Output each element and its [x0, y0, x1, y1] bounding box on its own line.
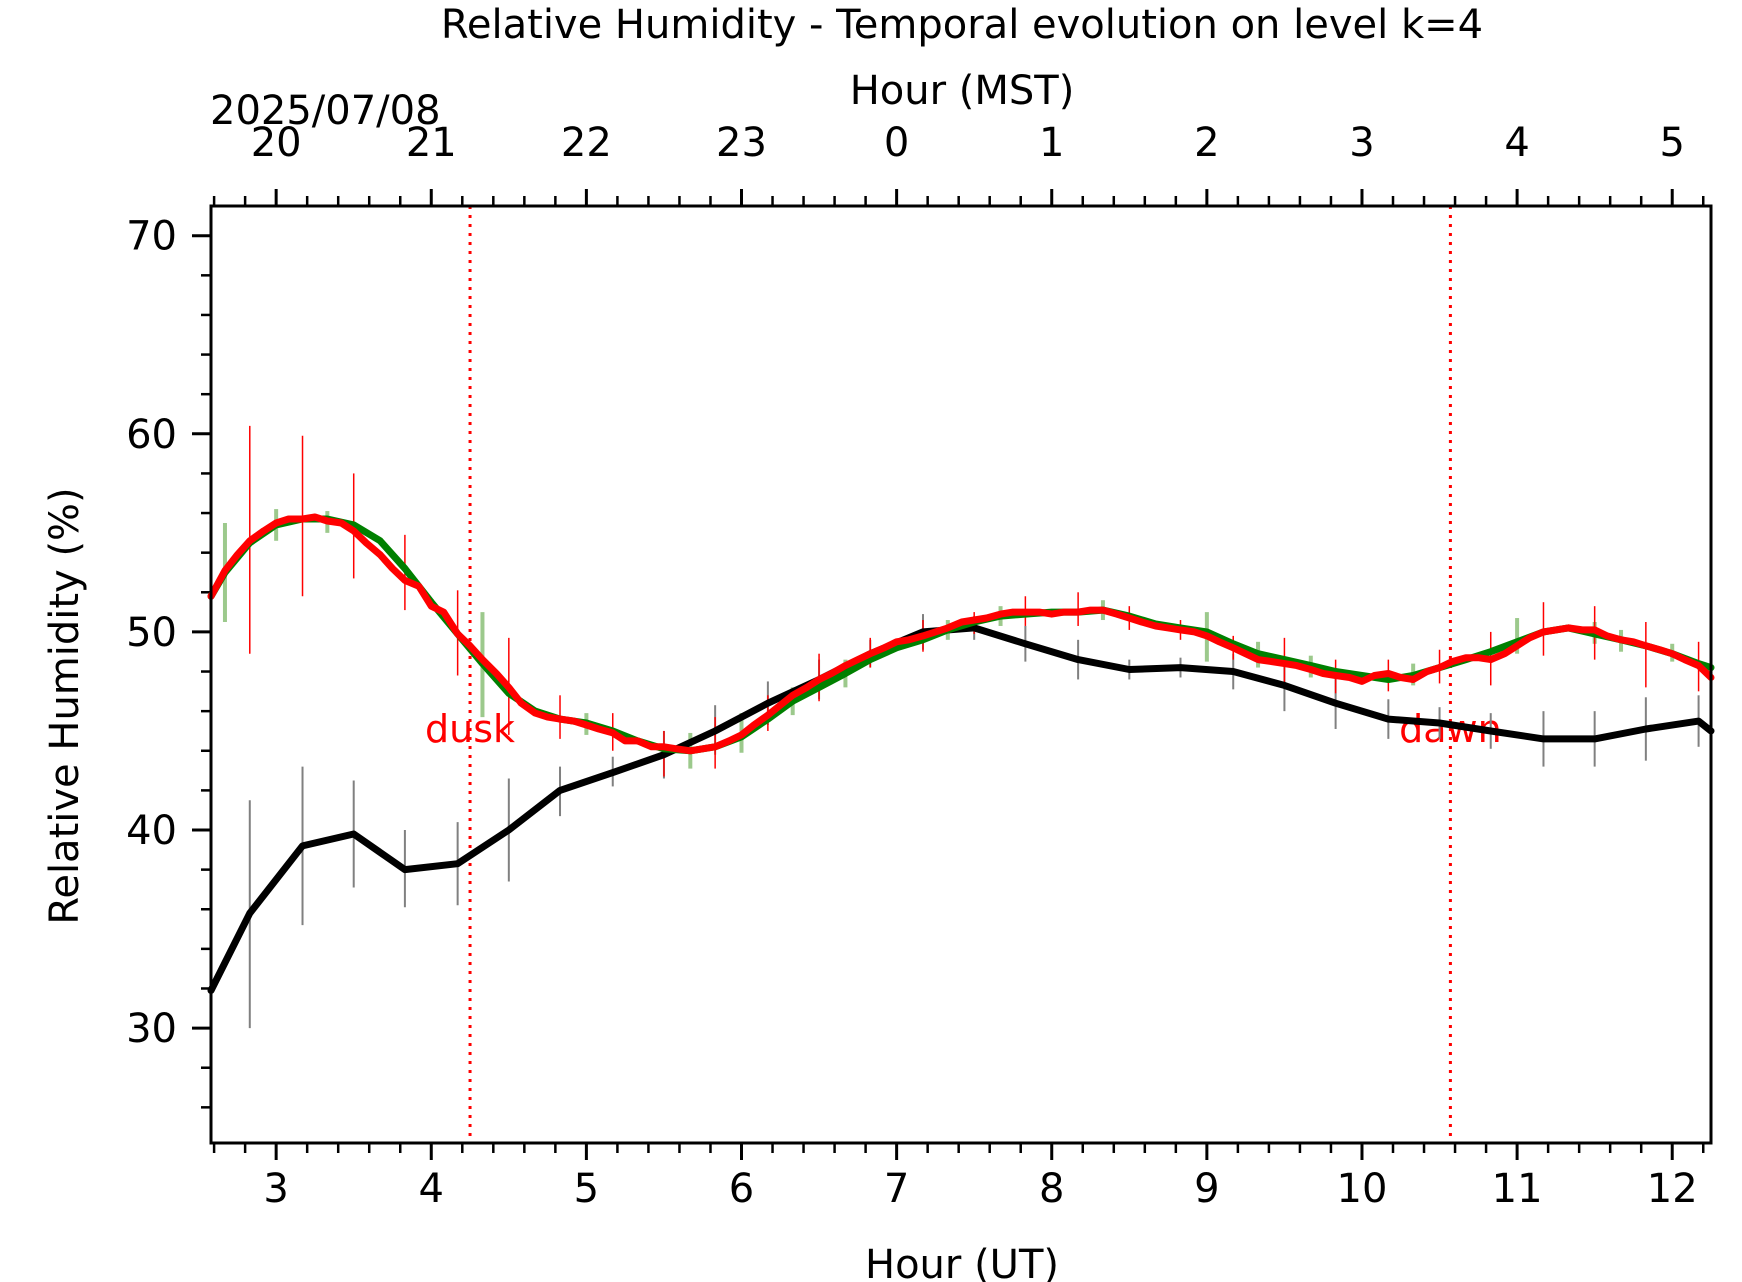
top-tick-label: 5	[1659, 120, 1684, 166]
chart-title: Relative Humidity - Temporal evolution o…	[441, 2, 1483, 48]
top-tick-label: 22	[561, 120, 612, 166]
x-tick-label: 4	[419, 1166, 444, 1212]
top-tick-label: 20	[251, 120, 302, 166]
data-series	[207, 513, 1715, 994]
y-axis-label: Relative Humidity (%)	[42, 487, 88, 924]
top-tick-label: 3	[1349, 120, 1374, 166]
series-line-0	[207, 624, 1715, 994]
y-tick-label: 70	[126, 214, 177, 260]
top-tick-label: 4	[1504, 120, 1529, 166]
y-tick-label: 60	[126, 412, 177, 458]
top-tick-label: 2	[1194, 120, 1219, 166]
top-tick-label: 0	[884, 120, 909, 166]
top-tick-label: 1	[1039, 120, 1064, 166]
x-tick-label: 10	[1337, 1166, 1388, 1212]
top-x-axis-label: Hour (MST)	[850, 68, 1075, 114]
top-tick-label: 21	[406, 120, 457, 166]
x-axis-label: Hour (UT)	[865, 1242, 1059, 1282]
y-tick-label: 50	[126, 610, 177, 656]
plot-frame	[209, 204, 1713, 1145]
top-tick-label: 23	[716, 120, 767, 166]
x-tick-label: 7	[884, 1166, 909, 1212]
y-tick-label: 40	[126, 808, 177, 854]
x-tick-label: 9	[1194, 1166, 1219, 1212]
x-tick-label: 12	[1647, 1166, 1698, 1212]
event-markers: dusk dawn	[425, 206, 1502, 1143]
x-tick-label: 6	[729, 1166, 754, 1212]
x-tick-label: 3	[263, 1166, 288, 1212]
series-line-2	[207, 513, 1715, 755]
x-tick-label: 5	[574, 1166, 599, 1212]
x-tick-label: 8	[1039, 1166, 1064, 1212]
date-label: 2025/07/08	[210, 88, 441, 134]
x-tick-label: 11	[1492, 1166, 1543, 1212]
y-tick-label: 30	[126, 1006, 177, 1052]
event-label-dusk: dusk	[425, 707, 515, 751]
